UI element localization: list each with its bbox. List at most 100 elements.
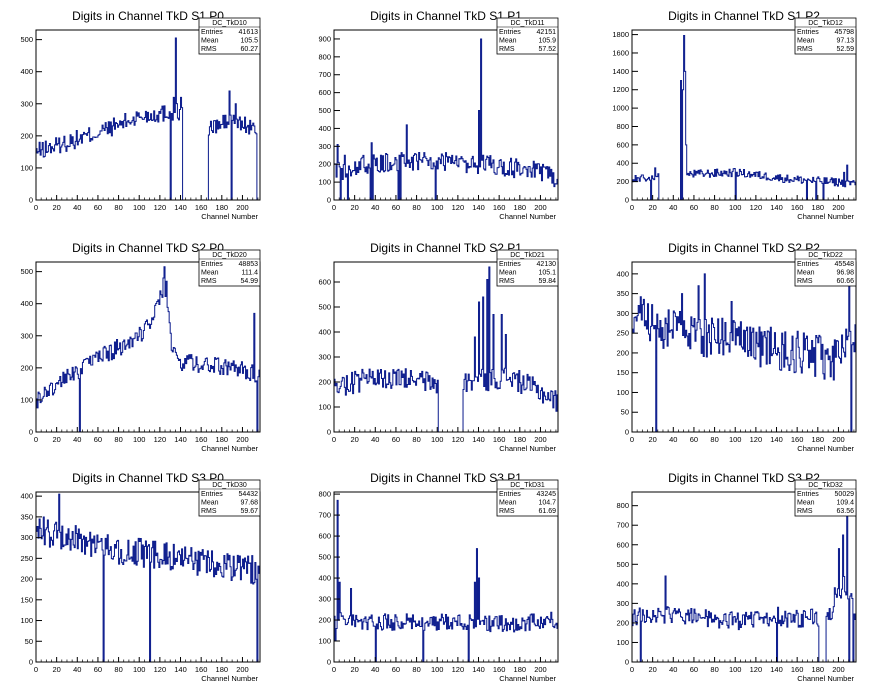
x-tick-label: 160 — [493, 665, 506, 674]
stats-value-rms: 60.27 — [240, 46, 258, 53]
x-tick-label: 20 — [648, 435, 656, 444]
x-tick-label: 0 — [34, 203, 38, 212]
chart-title: Digits in Channel TkD S2 P0 — [72, 241, 224, 255]
x-tick-label: 200 — [236, 665, 249, 674]
histogram-line — [35, 37, 260, 201]
y-tick-label: 300 — [20, 331, 33, 340]
stats-name: DC_TkD10 — [212, 20, 247, 27]
x-tick-label: 60 — [94, 435, 102, 444]
histogram-line — [631, 35, 857, 201]
x-tick-label: 20 — [350, 435, 358, 444]
x-tick-label: 180 — [812, 665, 825, 674]
stats-value-entries: 43245 — [537, 491, 557, 498]
y-tick-label: 700 — [616, 521, 629, 530]
x-tick-label: 80 — [114, 435, 122, 444]
x-tick-label: 40 — [73, 203, 81, 212]
stats-value-mean: 111.4 — [242, 270, 259, 277]
stats-label-entries: Entries — [797, 491, 819, 498]
histogram-line — [333, 38, 559, 201]
y-tick-label: 100 — [318, 178, 331, 187]
y-tick-label: 100 — [616, 638, 629, 647]
x-axis-label: Channel Number — [797, 674, 854, 683]
x-tick-label: 160 — [195, 435, 208, 444]
x-tick-label: 200 — [534, 665, 547, 674]
chart-title: Digits in Channel TkD S1 P1 — [370, 9, 522, 23]
stats-label-entries: Entries — [499, 491, 521, 498]
chart-title: Digits in Channel TkD S2 P2 — [668, 241, 820, 255]
y-tick-label: 500 — [318, 303, 331, 312]
x-tick-label: 0 — [332, 665, 336, 674]
y-tick-label: 600 — [318, 532, 331, 541]
x-axis-label: Channel Number — [499, 674, 556, 683]
x-tick-label: 140 — [770, 203, 783, 212]
stats-box-frame — [496, 479, 559, 517]
histogram-line — [35, 493, 261, 663]
y-tick-label: 800 — [616, 122, 629, 131]
plot-frame — [333, 29, 559, 201]
x-tick-label: 0 — [332, 203, 336, 212]
stats-label-mean: Mean — [201, 500, 219, 507]
y-tick-label: 150 — [616, 368, 629, 377]
y-tick-label: 50 — [25, 637, 33, 646]
stats-box-frame — [794, 479, 857, 517]
stats-label-rms: RMS — [797, 278, 813, 285]
stats-box-frame — [198, 249, 261, 287]
x-tick-label: 120 — [452, 435, 465, 444]
stats-box-frame — [496, 249, 559, 287]
histogram-line — [333, 499, 559, 663]
x-tick-label: 80 — [114, 665, 122, 674]
x-axis-label: Channel Number — [201, 444, 258, 453]
y-tick-label: 1200 — [612, 85, 629, 94]
y-tick-label: 1400 — [612, 67, 629, 76]
y-tick-label: 300 — [20, 99, 33, 108]
y-tick-label: 100 — [20, 163, 33, 172]
x-tick-label: 20 — [648, 665, 656, 674]
y-tick-label: 100 — [616, 388, 629, 397]
x-tick-label: 180 — [216, 665, 229, 674]
y-tick-label: 800 — [318, 52, 331, 61]
plot-frame — [631, 261, 857, 433]
x-tick-label: 120 — [750, 435, 763, 444]
x-tick-label: 40 — [371, 665, 379, 674]
x-tick-label: 100 — [729, 203, 742, 212]
x-tick-label: 200 — [534, 203, 547, 212]
y-tick-label: 1800 — [612, 30, 629, 39]
y-tick-label: 200 — [20, 575, 33, 584]
y-tick-label: 600 — [318, 88, 331, 97]
y-tick-label: 500 — [20, 267, 33, 276]
stats-value-entries: 45548 — [835, 261, 855, 268]
y-tick-label: 200 — [20, 131, 33, 140]
x-tick-label: 80 — [710, 435, 718, 444]
stats-label-mean: Mean — [201, 38, 219, 45]
stats-value-entries: 54432 — [239, 491, 259, 498]
x-tick-label: 40 — [371, 435, 379, 444]
histogram-panel-3: Digits in Channel TkD S1 P2 0 20 40 60 80 100 1… — [612, 9, 857, 221]
x-tick-label: 20 — [52, 203, 60, 212]
x-tick-label: 100 — [133, 203, 146, 212]
plot-frame — [333, 261, 559, 433]
histogram-line — [631, 269, 857, 433]
x-tick-label: 140 — [472, 665, 485, 674]
x-tick-label: 0 — [34, 665, 38, 674]
chart-title: Digits in Channel TkD S3 P1 — [370, 471, 522, 485]
histogram-line — [333, 266, 559, 433]
stats-name: DC_TkD22 — [808, 252, 843, 259]
x-tick-label: 60 — [690, 435, 698, 444]
x-tick-label: 160 — [791, 203, 804, 212]
x-tick-label: 20 — [350, 203, 358, 212]
x-tick-label: 200 — [832, 203, 845, 212]
x-tick-label: 60 — [690, 665, 698, 674]
x-tick-label: 40 — [73, 665, 81, 674]
y-tick-label: 200 — [318, 378, 331, 387]
x-tick-label: 160 — [791, 665, 804, 674]
stats-box: DC_TkD32 Entries 50029 Mean 109.4 RMS 63.56 — [794, 479, 857, 517]
stats-label-mean: Mean — [499, 38, 517, 45]
y-tick-label: 1600 — [612, 48, 629, 57]
stats-label-mean: Mean — [797, 270, 815, 277]
histogram-panel-9: Digits in Channel TkD S3 P2 0 20 40 60 80 100 1… — [616, 471, 857, 683]
stats-label-entries: Entries — [797, 261, 819, 268]
x-tick-label: 120 — [154, 203, 167, 212]
stats-label-mean: Mean — [201, 270, 219, 277]
y-tick-label: 100 — [20, 616, 33, 625]
